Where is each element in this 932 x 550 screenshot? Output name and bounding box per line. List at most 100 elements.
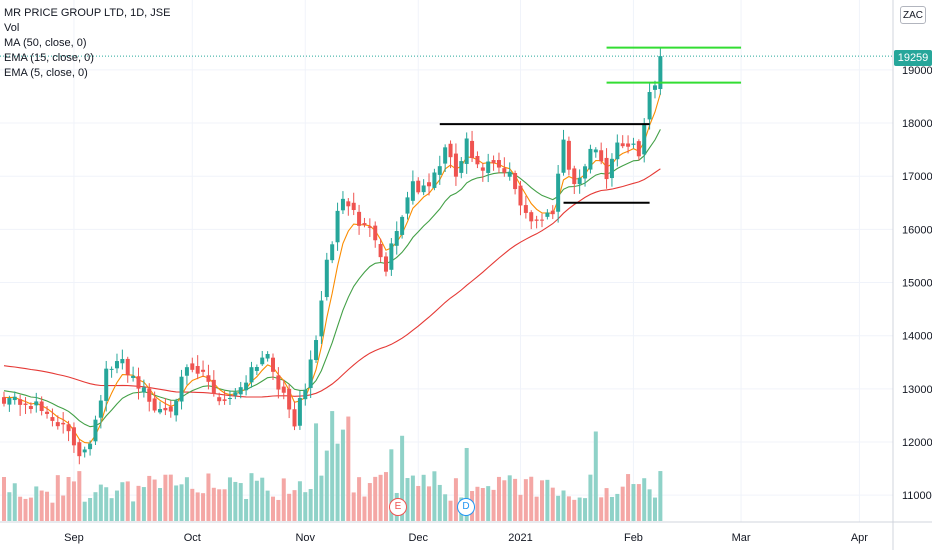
volume-bar bbox=[125, 481, 130, 521]
candle-body bbox=[486, 161, 491, 173]
volume-bar bbox=[77, 471, 82, 521]
ma50-legend[interactable]: MA (50, close, 0) bbox=[4, 37, 87, 49]
candle-body bbox=[513, 173, 518, 190]
volume-bar bbox=[211, 487, 216, 521]
candle-body bbox=[179, 376, 184, 402]
volume-bar bbox=[652, 497, 657, 521]
volume-bar bbox=[227, 477, 232, 521]
candle-body bbox=[556, 173, 561, 212]
volume-bar bbox=[136, 485, 141, 521]
grid-lines bbox=[0, 0, 893, 522]
candle-body bbox=[647, 92, 652, 120]
candle-body bbox=[88, 443, 93, 450]
volume-bar bbox=[362, 496, 367, 521]
volume-bar bbox=[168, 474, 173, 521]
volume-bar bbox=[416, 485, 421, 521]
volume-bar bbox=[340, 429, 345, 521]
currency-button[interactable]: ZAC bbox=[900, 6, 926, 24]
candle-body bbox=[518, 185, 523, 206]
volume-bar bbox=[448, 500, 453, 521]
candle-body bbox=[50, 417, 55, 421]
y-tick-label: 18000 bbox=[902, 118, 932, 130]
candle-body bbox=[453, 153, 458, 177]
candle-body bbox=[281, 386, 286, 393]
candle-body bbox=[577, 177, 582, 185]
volume-bar bbox=[297, 481, 302, 521]
volume-bar bbox=[319, 475, 324, 521]
ema15-line bbox=[3, 129, 661, 428]
candle-body bbox=[201, 369, 206, 372]
candle-body bbox=[297, 397, 302, 426]
x-tick-label: Dec bbox=[408, 532, 428, 544]
volume-bar bbox=[378, 474, 383, 521]
x-tick-label: Sep bbox=[64, 532, 84, 544]
x-tick-label: Nov bbox=[295, 532, 315, 544]
volume-bar bbox=[540, 480, 544, 521]
candle-body bbox=[34, 401, 39, 406]
volume-bar bbox=[120, 482, 125, 521]
candle-body bbox=[222, 399, 227, 401]
volume-bar bbox=[23, 498, 28, 521]
candle-body bbox=[254, 367, 259, 371]
volume-bar bbox=[453, 478, 458, 521]
candle-body bbox=[540, 219, 544, 221]
x-tick-label: Apr bbox=[851, 532, 868, 544]
volume-bar bbox=[147, 475, 152, 521]
ema15-legend[interactable]: EMA (15, close, 0) bbox=[4, 52, 94, 64]
candle-body bbox=[529, 212, 534, 222]
volume-bar bbox=[217, 489, 222, 521]
candle-body bbox=[626, 143, 631, 147]
candle-body bbox=[330, 244, 335, 261]
volume-bar bbox=[572, 499, 577, 521]
volume-bar bbox=[405, 478, 410, 521]
volume-bar bbox=[55, 475, 60, 521]
candle-body bbox=[233, 392, 238, 396]
volume-bar bbox=[658, 471, 663, 521]
candle-body bbox=[496, 160, 501, 168]
volume-bar bbox=[577, 497, 582, 521]
volume-bar bbox=[281, 478, 286, 521]
candle-body bbox=[394, 231, 399, 246]
candle-body bbox=[114, 361, 119, 369]
candle-body bbox=[163, 407, 168, 411]
volume-bar bbox=[18, 496, 23, 521]
volume-bar bbox=[373, 476, 378, 521]
volume-bar bbox=[61, 495, 66, 521]
symbol-title[interactable]: MR PRICE GROUP LTD, 1D, JSE bbox=[4, 7, 171, 19]
volume-bar bbox=[529, 476, 534, 521]
volume-bar bbox=[265, 490, 270, 521]
volume-bar bbox=[131, 501, 136, 521]
volume-bar bbox=[195, 492, 200, 521]
candle-body bbox=[588, 148, 593, 170]
candle-body bbox=[39, 401, 44, 412]
candle-body bbox=[658, 56, 663, 90]
candle-body bbox=[168, 406, 173, 412]
volume-bar bbox=[588, 474, 593, 521]
ma50-line bbox=[3, 168, 661, 398]
candle-body bbox=[340, 198, 345, 211]
candle-body bbox=[271, 357, 275, 372]
volume-legend[interactable]: Vol bbox=[4, 22, 20, 34]
volume-bar bbox=[593, 431, 598, 521]
candle-body bbox=[109, 368, 114, 370]
volume-bar bbox=[238, 483, 243, 521]
candle-body bbox=[61, 422, 66, 425]
candle-body bbox=[303, 389, 308, 400]
volume-bar bbox=[609, 496, 614, 521]
volume-bar bbox=[383, 472, 388, 521]
candle-body bbox=[378, 244, 383, 258]
volume-bar bbox=[631, 484, 636, 521]
dividend-event-icon[interactable]: D bbox=[457, 498, 475, 516]
candle-body bbox=[211, 379, 216, 394]
volume-bar bbox=[620, 486, 625, 521]
candlesticks bbox=[2, 48, 663, 465]
earnings-event-icon[interactable]: E bbox=[389, 498, 407, 516]
volume-bar bbox=[190, 488, 195, 521]
candle-body bbox=[131, 375, 136, 378]
volume-bar bbox=[292, 490, 297, 521]
candle-body bbox=[389, 243, 394, 270]
volume-bar bbox=[335, 443, 340, 521]
ema5-legend[interactable]: EMA (5, close, 0) bbox=[4, 67, 88, 79]
volume-bar bbox=[141, 487, 146, 521]
